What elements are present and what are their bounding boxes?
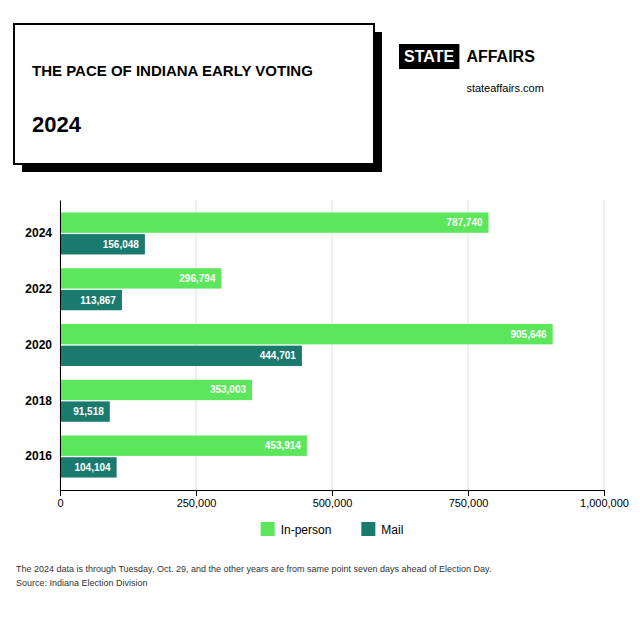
data-label: 444,701 [260,350,297,361]
website: stateaffairs.com [466,82,543,94]
y-tick-label: 2020 [25,338,52,352]
y-tick: 2022 [25,282,52,296]
legend-item: In-person [261,522,332,537]
brand-state-box [399,44,459,69]
subtitle: 2024 [32,112,82,137]
data-label: 787,740 [446,217,483,228]
x-tick-mark [60,490,61,496]
bar [60,212,489,232]
footnote: The 2024 data is through Tuesday, Oct. 2… [16,564,491,574]
data-label: 296,794 [179,273,216,284]
x-tick-label: 750,000 [449,497,489,509]
bar [60,324,553,344]
y-axis: 2024 2022 2020 2018 2016 [25,201,60,491]
x-tick-mark [604,490,605,496]
x-tick: 250,000 [177,490,217,509]
y-tick-label: 2024 [25,226,52,240]
x-tick: 0 [57,490,63,509]
legend: In-person Mail [261,522,404,537]
plot: 787,740 296,794 905,646 353,003 453,914 156,0… [25,200,629,509]
title-box: THE PACE OF INDIANA EARLY VOTING 2024 [14,24,382,172]
x-tick-mark [468,490,469,496]
y-tick: 2018 [25,394,52,408]
grid-line [60,200,61,490]
x-tick-label: 500,000 [313,497,353,509]
bar [60,268,221,288]
y-tick-label: 2016 [25,449,52,463]
y-tick: 2016 [25,449,52,463]
brand-state-text: STATE [404,48,454,65]
grid-line [332,200,333,490]
grid-line [468,200,469,490]
y-tick-label: 2022 [25,282,52,296]
title-frame [14,24,374,164]
legend-label: Mail [381,523,403,537]
x-axis-line [61,491,605,497]
grid [60,200,604,490]
legend-swatch [361,522,375,536]
data-label: 104,104 [74,462,111,473]
bar [60,457,117,477]
chart-svg: THE PACE OF INDIANA EARLY VOTING2024STAT… [0,0,640,640]
y-axis-line [60,201,61,491]
legend-item: Mail [361,522,403,537]
x-tick: 1,000,000 [580,490,629,509]
legend-swatch [261,522,275,536]
y-tick-label: 2018 [25,394,52,408]
x-tick-label: 250,000 [177,497,217,509]
bar [60,290,122,310]
x-tick-label: 0 [57,497,63,509]
brand-affairs: AFFAIRS [466,48,535,65]
series-bars [60,212,553,455]
bar [60,401,110,421]
legend-label: In-person [281,523,332,537]
footnote: Source: Indiana Election Division [16,578,148,588]
brand-state: STATE [399,44,459,69]
x-axis: 0 250,000 500,000 750,000 1,000,000 [57,490,629,509]
bar [60,436,307,456]
x-tick: 750,000 [449,490,489,509]
data-label: 453,914 [265,440,302,451]
annotations: STATE AFFAIRS stateaffairs.com The 2024 dat… [16,44,544,588]
series-bars [60,234,302,477]
x-tick: 500,000 [313,490,353,509]
data-label: 91,518 [73,406,104,417]
y-tick: 2020 [25,338,52,352]
data-label: 113,867 [80,295,116,306]
title: THE PACE OF INDIANA EARLY VOTING [32,62,313,79]
x-tick-label: 1,000,000 [580,497,629,509]
data-label: 905,646 [511,329,548,340]
x-tick-mark [332,490,333,496]
data-label: 156,048 [103,239,140,250]
x-tick-mark [196,490,197,496]
data-labels: 787,740 296,794 905,646 353,003 453,914 156,0… [73,217,547,473]
grid-line [604,200,605,490]
bars [60,212,553,477]
y-tick: 2024 [25,226,52,240]
data-label: 353,003 [210,384,247,395]
bar [60,234,145,254]
bar [60,346,302,366]
bar [60,380,252,400]
